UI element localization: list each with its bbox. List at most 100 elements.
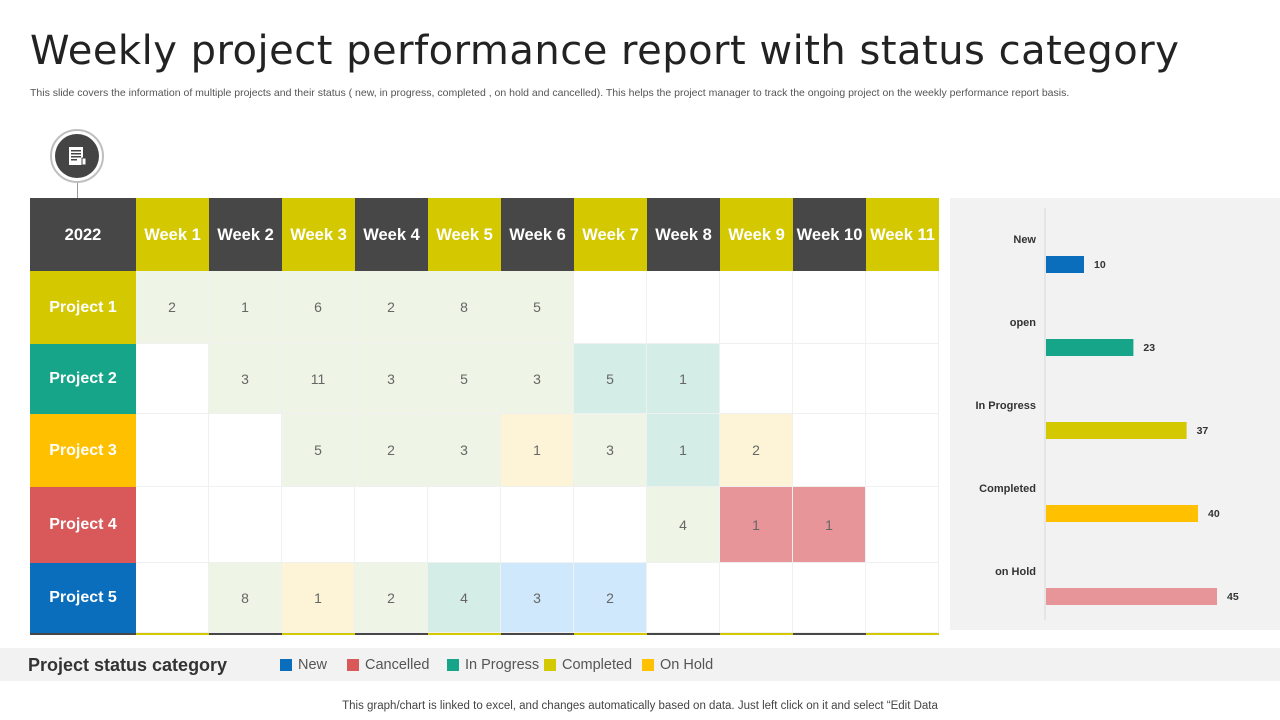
table-bottom-strip: [501, 633, 574, 635]
legend-title: Project status category: [28, 655, 228, 675]
table-cell: 3: [428, 414, 501, 487]
status-bar-chart: New 10 open 23 In Progress 37 Completed 40 on Ho…: [975, 208, 1239, 620]
table-cell: 1: [501, 414, 574, 487]
table-cell: [866, 487, 939, 563]
table-cell: 1: [282, 563, 355, 633]
week-header: Week 2: [209, 198, 282, 271]
table-bottom-strip: [866, 633, 939, 635]
chart-value-label: 40: [1208, 508, 1220, 520]
table-cell: [501, 487, 574, 563]
chart-bar: [1046, 339, 1134, 356]
table-cell: [793, 563, 866, 633]
table-bottom-strip: [136, 633, 209, 635]
chart-bar: [1046, 422, 1187, 439]
legend-swatch: [347, 659, 359, 671]
legend-label: On Hold: [660, 657, 714, 673]
legend-band: [0, 648, 1280, 681]
table-bottom-strip: [793, 633, 866, 635]
table-cell: [647, 563, 720, 633]
legend-label: Completed: [562, 657, 633, 673]
chart-category-label: open: [1010, 317, 1037, 329]
badge-connector: [77, 183, 78, 203]
table-cell: [428, 487, 501, 563]
table-cell: [793, 414, 866, 487]
legend-swatch: [447, 659, 459, 671]
week-header: Week 10: [793, 198, 866, 271]
week-header: Week 11: [866, 198, 939, 271]
legend-item: On Hold: [642, 657, 713, 673]
table-cell: [793, 271, 866, 344]
chart-category-label: Completed: [979, 483, 1036, 495]
table-cell: 2: [574, 563, 647, 633]
table-cell: [866, 414, 939, 487]
legend-item: New: [280, 657, 327, 673]
legend-label: In Progress: [465, 657, 540, 673]
legend-swatch: [280, 659, 292, 671]
chart-value-label: 37: [1197, 425, 1209, 437]
table-cell: 1: [209, 271, 282, 344]
legend-label: New: [298, 657, 328, 673]
week-header: Week 5: [428, 198, 501, 271]
table-bottom-strip: [428, 633, 501, 635]
table-cell: [574, 487, 647, 563]
table-cell: 4: [647, 487, 720, 563]
table-bottom-strip: [30, 633, 136, 635]
legend-swatch: [642, 659, 654, 671]
table-cell: [209, 414, 282, 487]
table-cell: 2: [720, 414, 793, 487]
table-cell: 3: [501, 344, 574, 414]
week-header: Week 6: [501, 198, 574, 271]
table-cell: 5: [282, 414, 355, 487]
table-cell: 1: [720, 487, 793, 563]
table-cell: [209, 487, 282, 563]
chart-bar: [1046, 588, 1217, 605]
legend-item: In Progress: [447, 657, 539, 673]
table-cell: [720, 563, 793, 633]
table-cell: 5: [574, 344, 647, 414]
chart-bar: [1046, 505, 1198, 522]
chart-value-label: 10: [1094, 259, 1106, 271]
table-cell: [866, 271, 939, 344]
table-cell: [647, 271, 720, 344]
table-cell: 6: [282, 271, 355, 344]
table-cell: [282, 487, 355, 563]
table-cell: [136, 487, 209, 563]
table-cell: 3: [355, 344, 428, 414]
table-cell: [136, 563, 209, 633]
table-cell: [793, 344, 866, 414]
chart-category-label: New: [1013, 234, 1036, 246]
footer-note: This graph/chart is linked to excel, and…: [342, 700, 938, 712]
week-header: Week 7: [574, 198, 647, 271]
table-cell: [136, 344, 209, 414]
table-bottom-strip: [209, 633, 282, 635]
table-cell: 1: [647, 344, 720, 414]
table-bottom-strip: [574, 633, 647, 635]
chart-category-label: In Progress: [975, 400, 1036, 412]
table-cell: 5: [501, 271, 574, 344]
table-cell: 8: [209, 563, 282, 633]
report-document-icon: [69, 147, 87, 166]
table-cell: 3: [574, 414, 647, 487]
table-cell: 2: [355, 271, 428, 344]
week-header: Week 9: [720, 198, 793, 271]
project-row-label: Project 4: [30, 487, 136, 563]
table-cell: 11: [282, 344, 355, 414]
table-cell: [720, 271, 793, 344]
project-row-label: Project 2: [30, 344, 136, 414]
report-badge: [50, 129, 104, 183]
table-cell: 1: [793, 487, 866, 563]
table-corner-year: 2022: [30, 198, 136, 271]
table-cell: 2: [355, 414, 428, 487]
chart-category-label: on Hold: [995, 566, 1036, 578]
table-cell: 2: [355, 563, 428, 633]
table-bottom-strip: [282, 633, 355, 635]
table-bottom-strip: [355, 633, 428, 635]
chart-bar: [1046, 256, 1084, 273]
table-bottom-strip: [647, 633, 720, 635]
table-cell: 2: [136, 271, 209, 344]
table-cell: 1: [647, 414, 720, 487]
project-row-label: Project 3: [30, 414, 136, 487]
table-cell: [720, 344, 793, 414]
week-header: Week 4: [355, 198, 428, 271]
page-title: Weekly project performance report with s…: [30, 28, 1180, 74]
